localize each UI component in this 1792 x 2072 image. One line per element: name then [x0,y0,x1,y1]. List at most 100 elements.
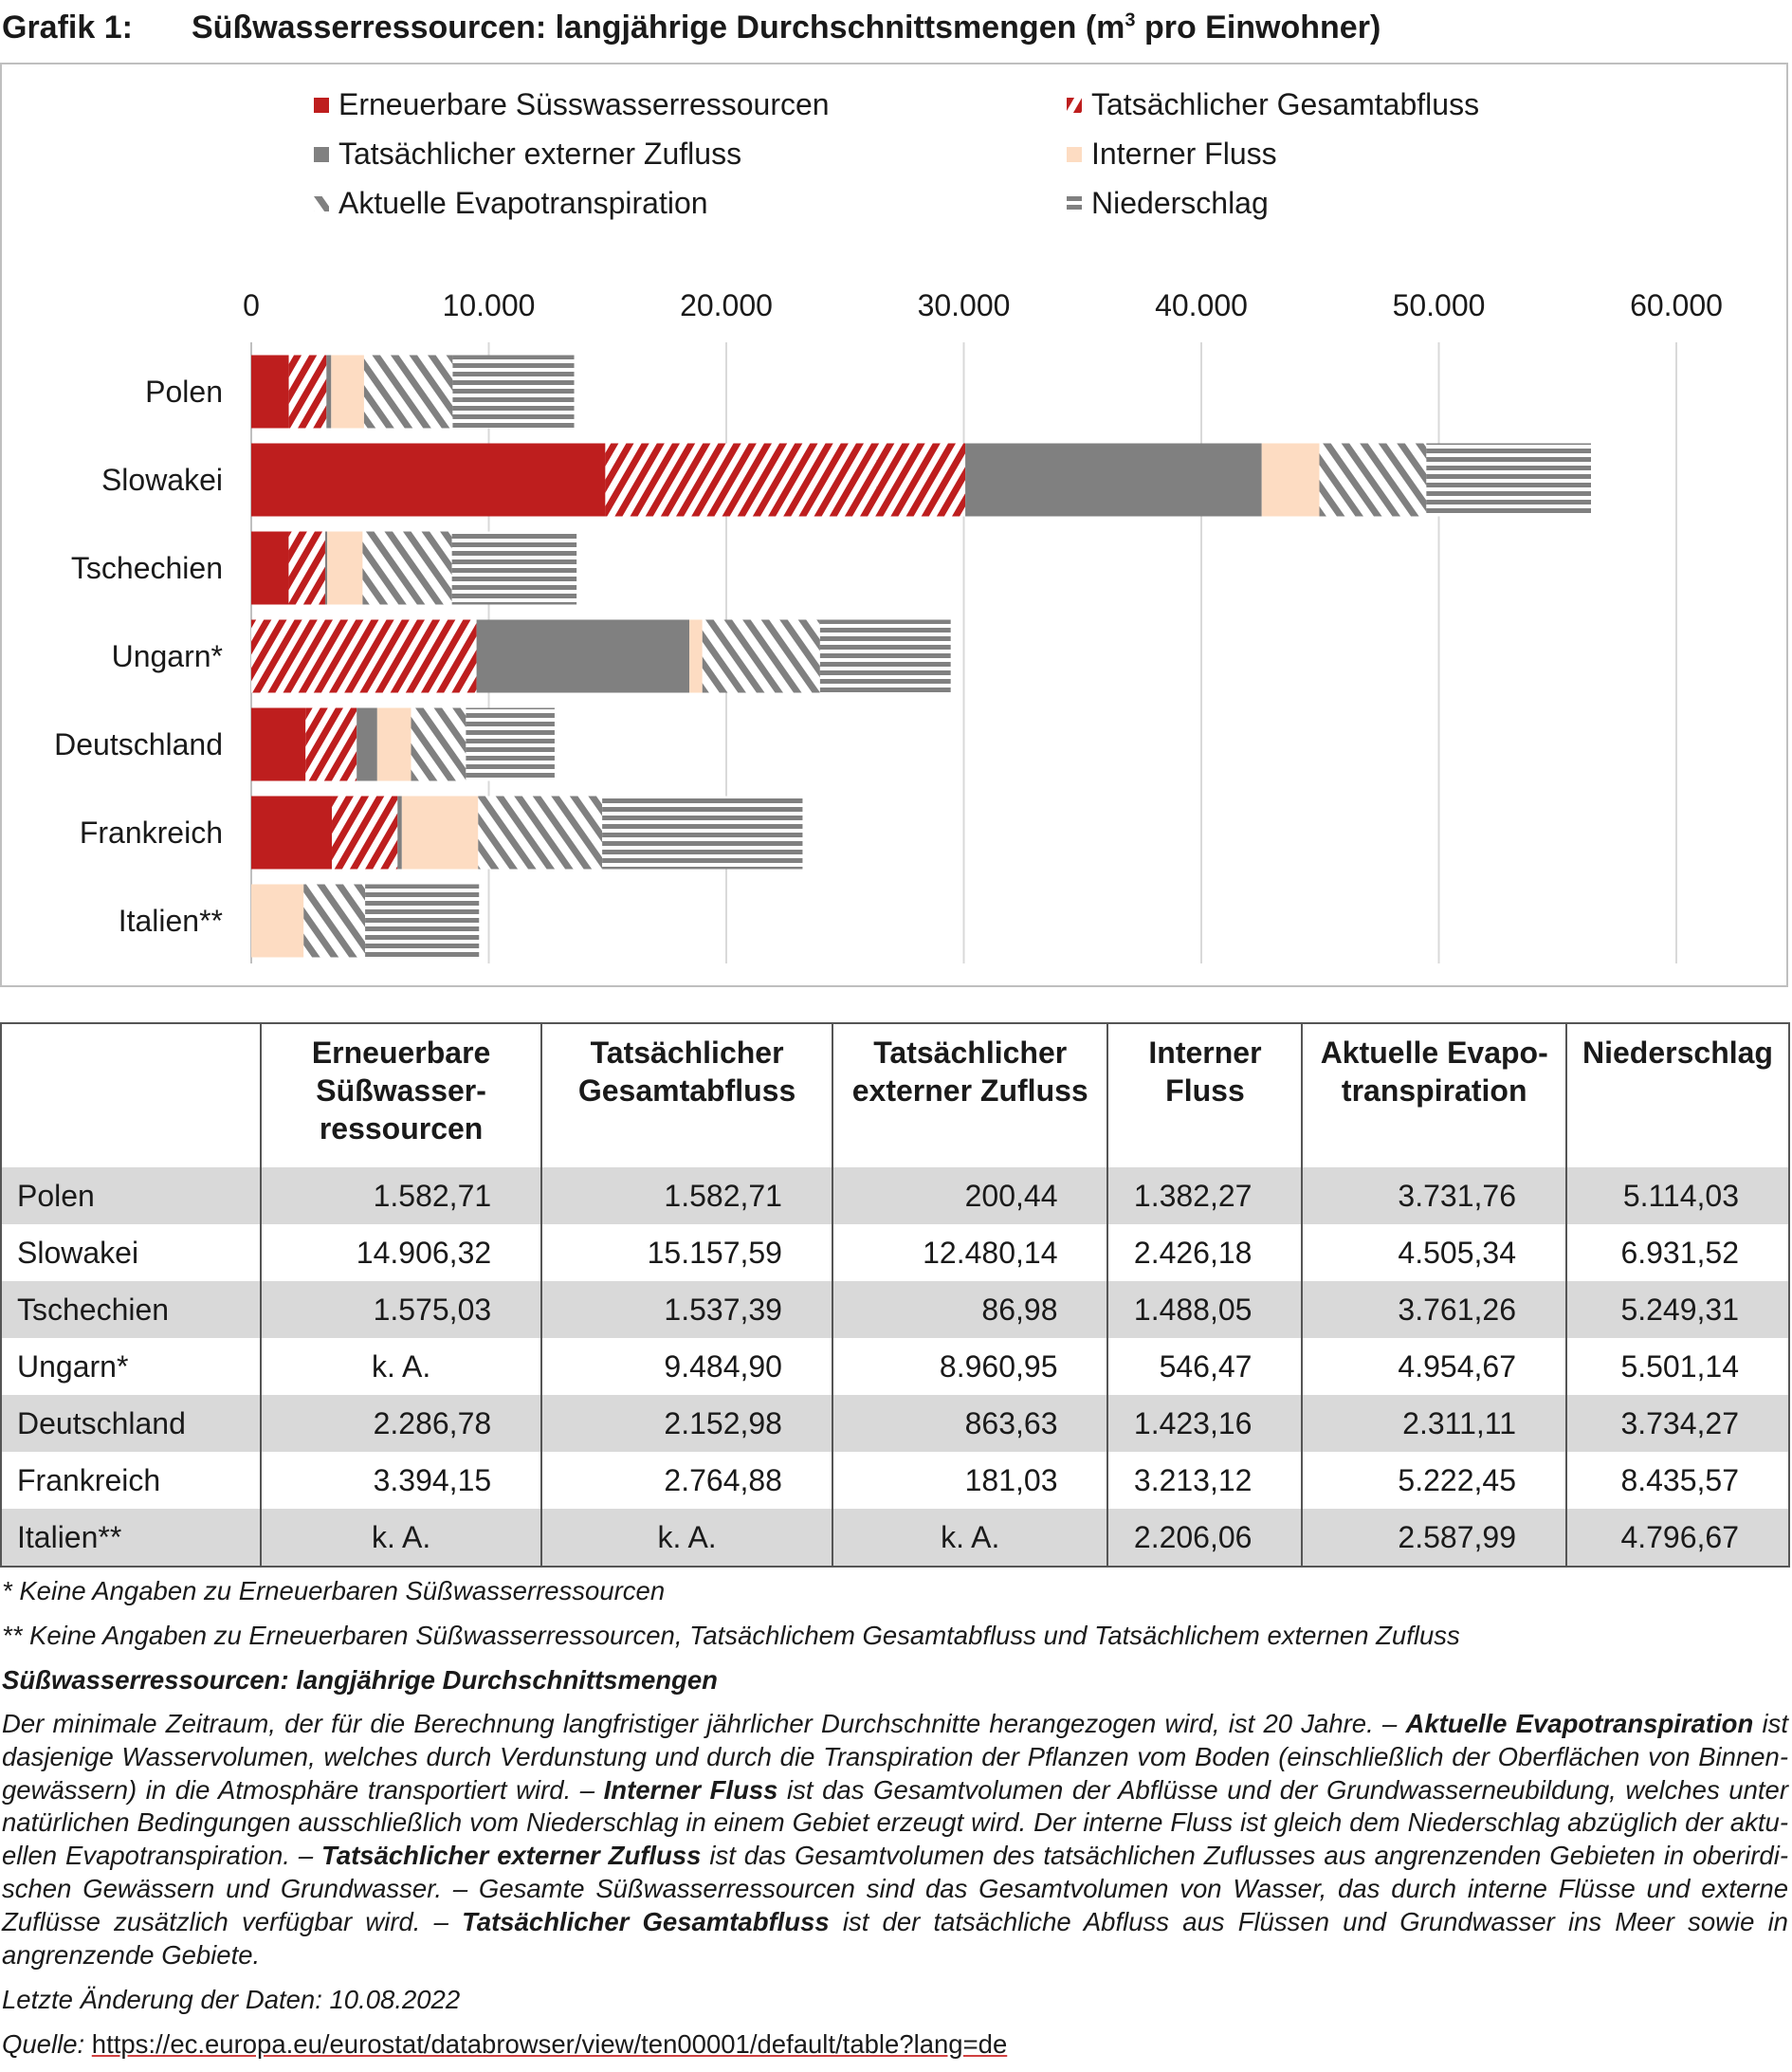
table-cell: 1.382,27 [1106,1167,1304,1224]
definition-text: ist das Gesamtvolumen des tatsächlichen … [2,1841,1789,1936]
table-row: Slowakei 14.906,32 15.157,59 12.480,14 2.426… [0,1224,1791,1281]
data-table: Erneuerbare Süßwasser-ressourcen Tatsächl… [0,1022,1791,1568]
bar-segment-3 [331,355,364,429]
x-tick-label: 30.000 [918,288,1011,322]
bar-segment-5 [452,355,575,429]
bar-segment-2 [476,619,690,693]
bar-segment-0 [251,796,333,870]
row-label: Ungarn* [0,1338,262,1395]
defined-term: Aktuelle Evapotranspiration [1405,1709,1754,1738]
table-cell: 3.213,12 [1106,1452,1304,1509]
last-change: Letzte Änderung der Daten: 10.08.2022 [2,1985,461,2015]
table-cell: k. A. [259,1338,543,1395]
legend-item: Tatsächlicher Gesamtabfluss [1067,87,1479,122]
legend-item: Interner Fluss [1067,137,1277,172]
bar-segment-4 [411,707,466,781]
table-row: Polen 1.582,71 1.582,71 200,44 1.382,27 3.731… [0,1167,1791,1224]
bar-segment-1 [605,443,966,517]
bar-segment-3 [251,884,304,958]
table-cell: 8.435,57 [1564,1452,1791,1509]
column-header [0,1023,262,1167]
category-label: Italien** [119,904,223,938]
table-cell: 1.537,39 [540,1281,833,1338]
table-cell: 4.796,67 [1564,1509,1791,1567]
bar-segment-5 [365,884,480,958]
table-cell: 86,98 [831,1281,1109,1338]
legend-label: Erneuerbare Süsswasserressourcen [338,87,830,121]
row-label: Slowakei [0,1224,262,1281]
bar-segment-2 [397,796,402,870]
bar-segment-4 [702,619,820,693]
table-cell: 4.954,67 [1301,1338,1567,1395]
defined-term: Interner Fluss [603,1774,778,1805]
bar-segment-3 [376,707,411,781]
table-cell: 3.761,26 [1301,1281,1567,1338]
table-cell: 2.587,99 [1301,1509,1567,1567]
row-label: Italien** [0,1509,262,1567]
title-text: Süßwasserressourcen: langjährige Durchsc… [192,9,1125,46]
table-row: Tschechien 1.575,03 1.537,39 86,98 1.488,05 3… [0,1281,1791,1338]
notes: * Keine Angaben zu Erneuerbaren Süßwasse… [2,1574,1788,2072]
bar-segment-0 [251,443,606,517]
table-cell: 2.764,88 [540,1452,833,1509]
bar-segment-3 [1261,443,1320,517]
table-cell: 5.249,31 [1564,1281,1791,1338]
column-header: Erneuerbare Süßwasser-ressourcen [259,1023,543,1167]
row-label: Polen [0,1167,262,1224]
table-cell: 5.114,03 [1564,1167,1791,1224]
bar-segment-4 [478,796,603,870]
table-cell: 2.311,11 [1301,1395,1567,1452]
bar-segment-5 [602,796,803,870]
bar-segment-2 [326,355,332,429]
bar-segment-1 [288,355,327,429]
column-header: Tatsächlicher externer Zufluss [831,1023,1109,1167]
bar-segment-2 [357,707,377,781]
table-cell: 2.286,78 [259,1395,543,1452]
legend-swatch-icon [1067,195,1082,211]
bar-segment-1 [305,707,357,781]
stacked-bar-chart: 0 10.000 20.000 30.000 40.000 50.000 60.000 Po… [54,288,1723,963]
table-cell: 1.488,05 [1106,1281,1304,1338]
row-label: Frankreich [0,1452,262,1509]
table-cell: 8.960,95 [831,1338,1109,1395]
x-tick-label: 20.000 [680,288,773,322]
table-cell: 546,47 [1106,1338,1304,1395]
bar-segment-4 [362,531,452,605]
bar-segment-5 [451,531,577,605]
column-header: Interner Fluss [1106,1023,1304,1167]
figure-title: Grafik 1: Süßwasserressourcen: langjährig… [2,9,1381,46]
bar-segment-3 [327,531,363,605]
category-label: Polen [145,375,223,409]
legend-item: Tatsächlicher externer Zufluss [314,137,741,172]
x-tick-label: 10.000 [443,288,536,322]
category-label: Frankreich [80,816,223,850]
table-cell: 1.423,16 [1106,1395,1304,1452]
bar-segment-5 [819,619,951,693]
bar-segment-5 [1426,443,1591,517]
legend-swatch-icon [314,146,329,162]
row-label: Deutschland [0,1395,262,1452]
chart-area: 0 10.000 20.000 30.000 40.000 50.000 60.000 Po… [0,63,1788,987]
legend-label: Aktuelle Evapotranspiration [338,186,708,220]
table-cell: 6.931,52 [1564,1224,1791,1281]
table-cell: 1.582,71 [540,1167,833,1224]
x-tick-label: 40.000 [1155,288,1248,322]
table-cell: k. A. [831,1509,1109,1567]
source-link[interactable]: https://ec.europa.eu/eurostat/databrowse… [91,2029,1008,2060]
table-cell: k. A. [259,1509,543,1567]
bar-segment-2 [324,531,328,605]
column-header: Niederschlag [1564,1023,1791,1167]
table-row: Ungarn* k. A. 9.484,90 8.960,95 546,47 4.954,… [0,1338,1791,1395]
bar-segment-0 [251,355,289,429]
table-cell: 200,44 [831,1167,1109,1224]
legend-label: Tatsächlicher externer Zufluss [338,137,742,171]
column-header: Aktuelle Evapo-transpiration [1301,1023,1567,1167]
table-cell: 12.480,14 [831,1224,1109,1281]
source: Quelle: https://ec.europa.eu/eurostat/da… [2,2027,1788,2061]
table-cell: 3.731,76 [1301,1167,1567,1224]
table-cell: 2.206,06 [1106,1509,1304,1567]
bar-segment-4 [303,884,366,958]
title-text-end: pro Einwohner) [1135,9,1381,46]
bar-segment-1 [251,619,477,693]
table-cell: 5.501,14 [1564,1338,1791,1395]
